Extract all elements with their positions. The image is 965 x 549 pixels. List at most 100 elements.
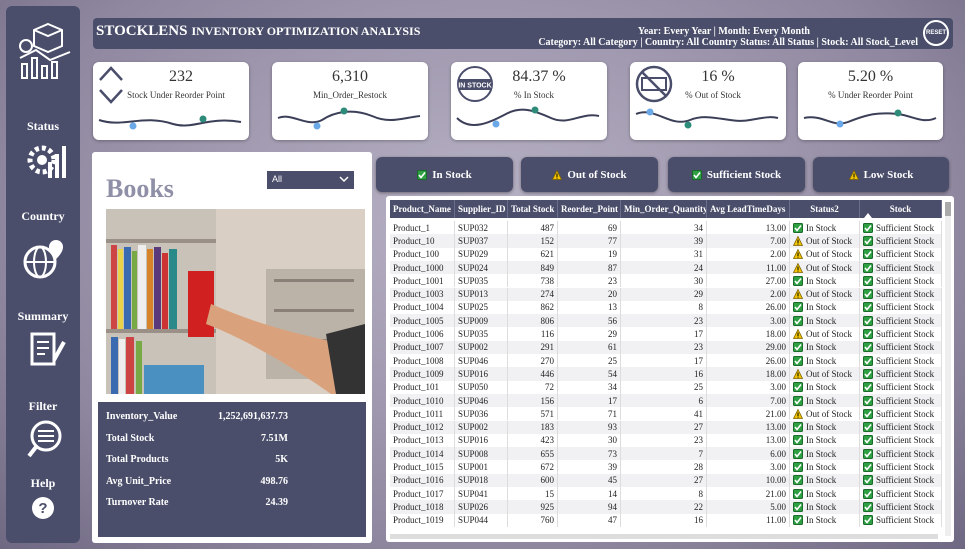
table-cell: 672 — [508, 460, 558, 474]
filter-button[interactable]: Low Stock — [813, 157, 949, 192]
filter-button[interactable]: Out of Stock — [521, 157, 658, 192]
cell-text: Product_1007 — [393, 342, 444, 353]
cell-text: 10.00 — [765, 475, 786, 486]
table-cell: 71 — [558, 407, 621, 421]
table-header: Total Stock — [508, 200, 558, 218]
cell-text: 21.00 — [765, 488, 786, 499]
table-cell: Sufficient Stock — [860, 314, 942, 328]
button-label[interactable]: Sufficient Stock — [706, 168, 782, 181]
stat-label: Turnover Rate — [106, 497, 169, 508]
cell-text: 423 — [540, 435, 555, 446]
table-cell: 925 — [508, 500, 558, 514]
status-icon — [793, 422, 803, 433]
table-cell: Out of Stock — [790, 407, 860, 421]
button-label[interactable]: In Stock — [432, 168, 472, 181]
table-cell: Sufficient Stock — [860, 460, 942, 474]
table-cell: Sufficient Stock — [860, 393, 942, 408]
table-cell: 152 — [508, 234, 558, 248]
sparkline — [803, 109, 937, 128]
title-rest: INVENTORY OPTIMIZATION ANALYSIS — [191, 24, 421, 38]
cell-text: Sufficient Stock — [876, 355, 935, 366]
button-label[interactable]: Low Stock — [863, 168, 914, 181]
table-cell: 34 — [558, 380, 621, 394]
table-cell: Product_1009 — [390, 367, 455, 381]
cell-text: Product_1010 — [393, 395, 444, 406]
table-cell: 28 — [621, 460, 707, 474]
kpi-value: 16 % — [701, 68, 735, 85]
nav-label[interactable]: Status — [26, 119, 59, 133]
table-cell: 3.00 — [707, 314, 790, 328]
status-icon — [863, 515, 873, 526]
status-icon — [863, 275, 873, 286]
table-cell: In Stock — [790, 433, 860, 448]
table-cell: Sufficient Stock — [860, 221, 942, 235]
table-cell: SUP029 — [455, 247, 508, 261]
cell-text: 621 — [540, 249, 555, 260]
table-cell: 54 — [558, 367, 621, 381]
table-cell: 270 — [508, 354, 558, 368]
status-icon — [793, 368, 803, 379]
cell-text: 45 — [608, 475, 617, 486]
kpi-value: 84.37 % — [512, 68, 566, 85]
button-label[interactable]: Out of Stock — [567, 168, 627, 181]
cell-text: 72 — [545, 382, 554, 393]
table-cell: 7 — [621, 447, 707, 461]
table-cell: 27 — [621, 420, 707, 434]
table-cell: 183 — [508, 420, 558, 434]
nav-label[interactable]: Summary — [17, 309, 69, 323]
dropdown[interactable]: All — [267, 171, 354, 189]
table-cell: Sufficient Stock — [860, 260, 942, 275]
scroll-thumb[interactable] — [945, 202, 951, 216]
filter-button[interactable]: Sufficient Stock — [668, 157, 805, 192]
status-icon — [793, 249, 803, 260]
status-icon[interactable] — [24, 136, 68, 182]
cell-text: Sufficient Stock — [876, 515, 935, 526]
country-icon[interactable] — [22, 236, 66, 280]
reset-button[interactable]: RESET — [923, 20, 949, 46]
dropdown-arrow[interactable] — [339, 176, 349, 183]
table-cell: Sufficient Stock — [860, 487, 942, 501]
table-cell: 17 — [558, 393, 621, 408]
table-cell: 29 — [621, 287, 707, 301]
cell-text: Sufficient Stock — [876, 435, 935, 446]
dropdown-value[interactable]: All — [272, 174, 283, 184]
status-icon — [793, 462, 803, 473]
table-cell: Sufficient Stock — [860, 234, 942, 248]
status-icon — [863, 422, 873, 433]
table-cell: 27 — [621, 473, 707, 487]
table-cell: Product_1016 — [390, 473, 455, 487]
table-cell: Out of Stock — [790, 327, 860, 341]
status-icon — [863, 355, 873, 366]
table-cell: 17 — [621, 354, 707, 368]
kpi-icon — [99, 66, 123, 104]
cell-text: Product_1016 — [393, 475, 444, 486]
filter-button[interactable]: In Stock — [376, 157, 513, 192]
help-icon[interactable]: ? — [31, 496, 55, 520]
cell-text: Product_1011 — [393, 408, 444, 419]
filter-icon[interactable] — [26, 418, 66, 460]
status-icon — [863, 249, 873, 260]
cell-text: 446 — [540, 368, 555, 379]
table-cell: Out of Stock — [790, 367, 860, 381]
table-cell: Sufficient Stock — [860, 500, 942, 514]
table-cell: 600 — [508, 473, 558, 487]
cell-text: 16 — [694, 368, 703, 379]
table-cell: SUP041 — [455, 487, 508, 501]
status-icon — [793, 355, 803, 366]
table-cell: 760 — [508, 513, 558, 527]
nav-label[interactable]: Filter — [28, 399, 58, 413]
table-cell: 30 — [558, 433, 621, 448]
nav-label[interactable]: Country — [21, 209, 65, 223]
table-cell: Product_1013 — [390, 433, 455, 448]
table-cell: 29.00 — [707, 340, 790, 354]
cell-text: 571 — [540, 408, 555, 419]
summary-icon[interactable] — [28, 328, 68, 368]
nav-label[interactable]: Help — [30, 476, 56, 490]
cell-text: SUP035 — [458, 275, 489, 286]
table-header: Min_Order_Quantity — [621, 200, 707, 218]
cell-text: 61 — [608, 342, 617, 353]
table-cell: In Stock — [790, 380, 860, 394]
category-panel: Books All Inventory_Value 1,252,691,637.7… — [92, 152, 372, 543]
filter-text: Year: Every Year | Month: Every Month — [637, 26, 810, 37]
table-cell: 23 — [621, 314, 707, 328]
